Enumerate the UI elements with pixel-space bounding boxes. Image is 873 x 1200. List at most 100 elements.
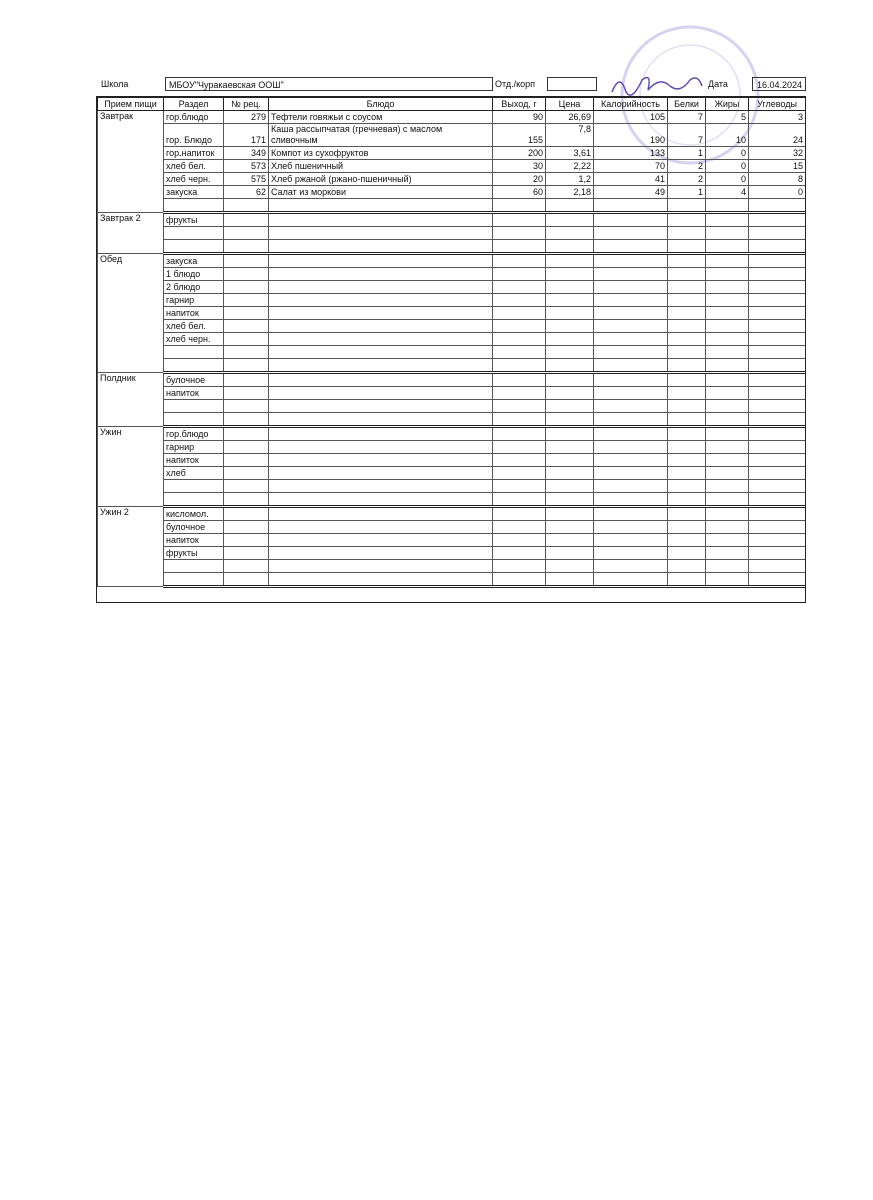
cell-dish	[268, 239, 493, 255]
cell-dish	[268, 253, 493, 268]
cell-calories	[593, 319, 668, 333]
column-header: Блюдо	[268, 97, 493, 111]
column-header: Белки	[667, 97, 706, 111]
cell-carbs: 0	[748, 185, 806, 199]
menu-row: фрукты	[98, 546, 806, 560]
cell-calories	[593, 386, 668, 400]
menu-row	[98, 479, 806, 493]
cell-dish	[268, 479, 493, 493]
cell-price	[545, 386, 594, 400]
menu-row: хлеб	[98, 466, 806, 480]
cell-fat: 0	[705, 159, 749, 173]
cell-fat	[705, 440, 749, 454]
column-header: Цена	[545, 97, 594, 111]
cell-output	[492, 319, 546, 333]
cell-dish	[268, 319, 493, 333]
cell-carbs	[748, 198, 806, 214]
cell-fat	[705, 345, 749, 359]
cell-carbs	[748, 533, 806, 547]
cell-section: напиток	[163, 386, 224, 400]
cell-recipe	[223, 533, 269, 547]
cell-calories	[593, 399, 668, 413]
menu-row	[98, 399, 806, 413]
cell-calories	[593, 239, 668, 255]
cell-calories	[593, 572, 668, 588]
cell-recipe	[223, 332, 269, 346]
cell-section: закуска	[163, 185, 224, 199]
cell-dish	[268, 306, 493, 320]
menu-row: Завтрак 2 фрукты	[97, 212, 806, 254]
cell-carbs	[748, 293, 806, 307]
cell-output	[492, 372, 546, 387]
cell-dish	[268, 345, 493, 359]
cell-protein: 7	[667, 110, 706, 124]
cell-calories	[593, 506, 668, 521]
cell-dish: Хлеб пшеничный	[268, 159, 493, 173]
menu-row: гарнир	[98, 440, 806, 454]
cell-recipe: 62	[223, 185, 269, 199]
cell-section: гор.блюдо	[163, 110, 224, 124]
meal-name: Полдник	[97, 372, 164, 427]
cell-carbs	[748, 280, 806, 294]
cell-dish	[268, 546, 493, 560]
cell-fat	[705, 198, 749, 214]
cell-output	[492, 226, 546, 240]
cell-calories	[593, 453, 668, 467]
cell-output	[492, 345, 546, 359]
cell-carbs	[748, 226, 806, 240]
cell-carbs	[748, 572, 806, 588]
menu-row	[98, 559, 806, 573]
menu-row: 1 блюдо	[98, 267, 806, 281]
cell-section: булочное	[163, 372, 224, 387]
cell-recipe: 573	[223, 159, 269, 173]
cell-price	[545, 546, 594, 560]
cell-price	[545, 345, 594, 359]
cell-fat: 4	[705, 185, 749, 199]
cell-fat	[705, 372, 749, 387]
cell-recipe	[223, 559, 269, 573]
cell-fat	[705, 546, 749, 560]
cell-section	[163, 226, 224, 240]
cell-protein	[667, 412, 706, 428]
cell-price	[545, 358, 594, 374]
cell-section: хлеб черн.	[163, 332, 224, 346]
cell-section: булочное	[163, 520, 224, 534]
menu-row	[98, 345, 806, 359]
cell-protein	[667, 239, 706, 255]
cell-calories	[593, 332, 668, 346]
cell-fat	[705, 412, 749, 428]
cell-section	[163, 358, 224, 374]
column-header: Раздел	[163, 97, 224, 111]
cell-dish	[268, 572, 493, 588]
cell-calories	[593, 198, 668, 214]
cell-output	[492, 267, 546, 281]
cell-price	[545, 372, 594, 387]
cell-fat	[705, 533, 749, 547]
cell-recipe	[223, 253, 269, 268]
cell-price	[545, 492, 594, 508]
cell-calories	[593, 466, 668, 480]
cell-calories	[593, 293, 668, 307]
cell-fat: 0	[705, 172, 749, 186]
cell-recipe	[223, 546, 269, 560]
cell-protein	[667, 520, 706, 534]
cell-output	[492, 559, 546, 573]
column-header: Жиры	[705, 97, 749, 111]
cell-price	[545, 226, 594, 240]
column-header: Углеводы	[748, 97, 806, 111]
cell-price: 2,18	[545, 185, 594, 199]
cell-price	[545, 520, 594, 534]
menu-table: Прием пищи Раздел № рец. Блюдо Выход, г Цена К…	[97, 97, 806, 588]
cell-fat	[705, 226, 749, 240]
cell-section: напиток	[163, 533, 224, 547]
cell-dish	[268, 506, 493, 521]
cell-section	[163, 399, 224, 413]
cell-recipe	[223, 226, 269, 240]
cell-price: 2,22	[545, 159, 594, 173]
cell-section	[163, 479, 224, 493]
header: Школа МБОУ"Чуракаевская ООШ" Отд./корп Д…	[97, 77, 806, 93]
menu-row: Ужин гор.блюдо	[97, 426, 806, 507]
cell-price	[545, 479, 594, 493]
cell-section: гарнир	[163, 293, 224, 307]
